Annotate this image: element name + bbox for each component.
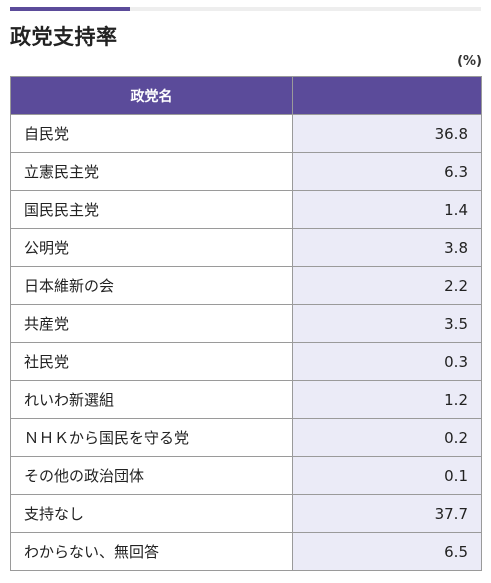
table-row: 公明党 3.8	[10, 228, 482, 267]
support-value-cell: 3.5	[292, 304, 482, 343]
party-name-cell: 立憲民主党	[10, 152, 293, 191]
table-header-row: 政党名	[10, 76, 482, 115]
support-value-cell: 1.2	[292, 380, 482, 419]
header-value	[292, 76, 482, 115]
table-row: 支持なし 37.7	[10, 494, 482, 533]
table-row: ＮＨＫから国民を守る党 0.2	[10, 418, 482, 457]
table-row: 社民党 0.3	[10, 342, 482, 381]
support-value-cell: 2.2	[292, 266, 482, 305]
table-row: 立憲民主党 6.3	[10, 152, 482, 191]
unit-label: (%)	[457, 54, 482, 69]
top-divider	[10, 7, 481, 11]
top-divider-accent	[10, 7, 130, 11]
support-value-cell: 0.2	[292, 418, 482, 457]
table-row: 日本維新の会 2.2	[10, 266, 482, 305]
party-name-cell: 共産党	[10, 304, 293, 343]
party-name-cell: わからない、無回答	[10, 532, 293, 571]
table-row: わからない、無回答 6.5	[10, 532, 482, 571]
party-support-table: 政党名 自民党 36.8 立憲民主党 6.3 国民民主党 1.4 公明党 3.8…	[10, 76, 482, 571]
table-row: 自民党 36.8	[10, 114, 482, 153]
header-party-name: 政党名	[10, 76, 293, 115]
party-name-cell: 日本維新の会	[10, 266, 293, 305]
party-name-cell: 公明党	[10, 228, 293, 267]
party-name-cell: ＮＨＫから国民を守る党	[10, 418, 293, 457]
table-row: れいわ新選組 1.2	[10, 380, 482, 419]
support-value-cell: 37.7	[292, 494, 482, 533]
support-value-cell: 0.3	[292, 342, 482, 381]
party-name-cell: れいわ新選組	[10, 380, 293, 419]
support-value-cell: 0.1	[292, 456, 482, 495]
table-row: その他の政治団体 0.1	[10, 456, 482, 495]
support-value-cell: 3.8	[292, 228, 482, 267]
party-name-cell: 自民党	[10, 114, 293, 153]
support-value-cell: 6.5	[292, 532, 482, 571]
party-name-cell: 国民民主党	[10, 190, 293, 229]
party-name-cell: 社民党	[10, 342, 293, 381]
support-value-cell: 36.8	[292, 114, 482, 153]
party-name-cell: 支持なし	[10, 494, 293, 533]
table-row: 国民民主党 1.4	[10, 190, 482, 229]
support-value-cell: 6.3	[292, 152, 482, 191]
support-value-cell: 1.4	[292, 190, 482, 229]
party-name-cell: その他の政治団体	[10, 456, 293, 495]
table-row: 共産党 3.5	[10, 304, 482, 343]
page-title: 政党支持率	[10, 25, 118, 49]
